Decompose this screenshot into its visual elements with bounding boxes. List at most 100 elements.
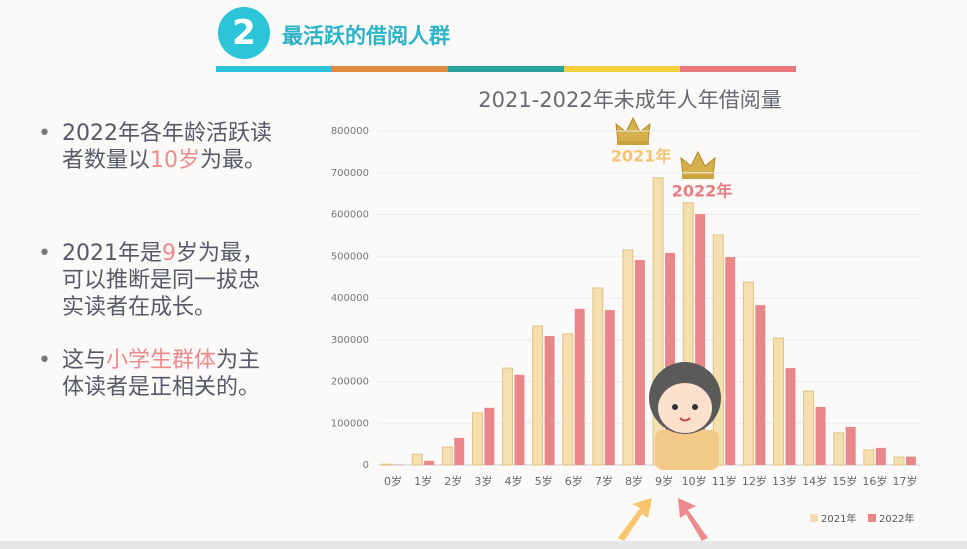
x-tick-label: 14岁 [802, 474, 827, 488]
highlight: 10岁 [150, 148, 201, 173]
x-tick-label: 13岁 [772, 474, 797, 488]
bar [471, 412, 483, 466]
highlight: 小学生群体 [106, 348, 217, 373]
x-tick-label: 1岁 [414, 474, 432, 488]
legend-swatch [810, 514, 818, 522]
bar [592, 287, 604, 466]
footer-strip [0, 541, 967, 549]
bar [742, 281, 754, 466]
color-bar [564, 66, 680, 72]
x-tick-label: 9岁 [655, 474, 673, 488]
bar [574, 308, 585, 465]
x-tick-label: 16岁 [862, 474, 887, 488]
bar [833, 432, 845, 466]
bar [665, 252, 675, 465]
x-tick-label: 4岁 [505, 474, 523, 488]
y-tick-label: 800000 [331, 126, 369, 137]
y-tick-label: 400000 [331, 293, 369, 304]
section-title: 最活跃的借阅人群 [282, 24, 450, 48]
text: 为最。 [200, 148, 267, 173]
y-tick-label: 700000 [331, 168, 369, 179]
text: 这与 [62, 348, 107, 373]
bar [905, 456, 916, 465]
bar [634, 260, 645, 465]
arrow [678, 498, 708, 541]
bullet-list: 2022年各年龄活跃读者数量以10岁为最。 2021年是9岁为最，可以推断是同一… [38, 120, 278, 401]
bullet: 这与小学生群体为主体读者是正相关的。 [38, 347, 278, 401]
bar [622, 249, 634, 466]
arrow [618, 498, 652, 541]
x-tick-label: 7岁 [595, 474, 613, 488]
x-tick-label: 8岁 [625, 474, 643, 488]
annotation: 2021年 [611, 147, 672, 166]
body [655, 430, 719, 470]
color-bar [332, 66, 448, 72]
text: 岁为最，可以推断是同一拔忠实读者在成长。 [62, 241, 265, 320]
crown [615, 116, 651, 145]
bar [785, 368, 796, 465]
x-tick-label: 2岁 [444, 474, 462, 488]
y-tick-label: 0 [363, 460, 369, 471]
y-tick-label: 200000 [331, 377, 369, 388]
bar [502, 367, 513, 466]
color-bar [216, 66, 332, 72]
cartoon-reader [649, 362, 721, 470]
x-tick-label: 5岁 [535, 474, 553, 488]
annotation: 2022年 [672, 182, 733, 201]
bullet: 2021年是9岁为最，可以推断是同一拔忠实读者在成长。 [38, 240, 278, 321]
y-tick-label: 300000 [331, 335, 369, 346]
bullet: 2022年各年龄活跃读者数量以10岁为最。 [38, 120, 278, 174]
bar [773, 337, 785, 466]
text: 为主体读者是正相关的。 [62, 348, 261, 400]
x-tick-label: 10岁 [682, 474, 707, 488]
text: 2021年是 [62, 241, 162, 266]
highlight: 9 [162, 241, 176, 266]
color-bar [680, 66, 796, 72]
bar [893, 456, 905, 466]
bar [725, 257, 736, 465]
bar [544, 335, 555, 465]
bar [863, 449, 875, 466]
bar [875, 447, 886, 465]
section-number: 2 [218, 7, 270, 59]
y-tick-label: 500000 [331, 251, 369, 262]
text: 2022年各年龄活跃读者数量以 [62, 121, 272, 173]
bar [454, 437, 465, 465]
bar [411, 453, 423, 466]
mouth [679, 417, 691, 422]
x-tick-label: 6岁 [565, 474, 583, 488]
chart-title: 2021-2022年未成年人年借阅量 [478, 88, 781, 112]
bar [755, 305, 766, 465]
legend-label: 2021年 [821, 512, 856, 525]
bar [695, 214, 706, 465]
x-tick-label: 15岁 [832, 474, 857, 488]
y-tick-label: 100000 [331, 418, 369, 429]
bar [424, 460, 435, 465]
x-tick-label: 12岁 [742, 474, 767, 488]
bar [815, 406, 826, 465]
bar [484, 407, 495, 465]
eye [692, 404, 698, 410]
x-tick-label: 0岁 [384, 474, 402, 488]
bar [514, 374, 525, 465]
eye [672, 404, 678, 410]
bar [604, 310, 615, 465]
bar [845, 427, 856, 465]
legend-swatch [868, 514, 876, 522]
bar [441, 446, 453, 466]
bar [381, 463, 393, 466]
bar [562, 333, 574, 466]
face [658, 383, 712, 433]
crown [680, 150, 716, 179]
x-tick-label: 11岁 [712, 474, 737, 488]
x-tick-label: 3岁 [474, 474, 492, 488]
bar [712, 234, 724, 466]
legend-label: 2022年 [879, 512, 914, 525]
bar [532, 325, 544, 466]
x-tick-label: 17岁 [892, 474, 917, 488]
bar [803, 390, 815, 466]
color-bar [448, 66, 564, 72]
y-tick-label: 600000 [331, 210, 369, 221]
